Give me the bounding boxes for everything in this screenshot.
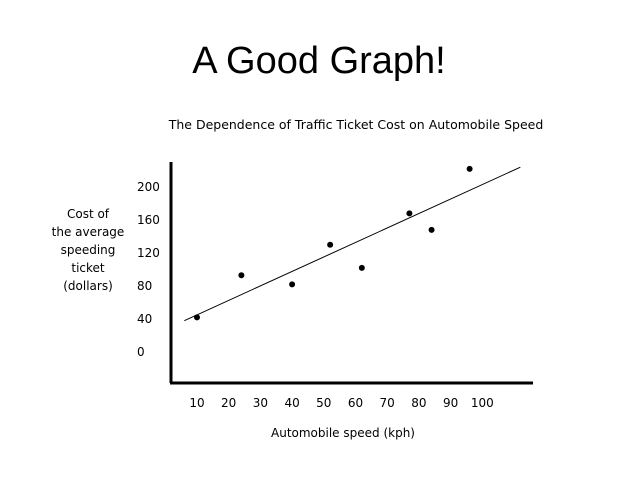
data-point [358,264,365,271]
x-tick-labels: 10 20 30 40 50 60 70 80 90 100 [189,396,493,410]
slide-title: A Good Graph! [192,40,446,82]
x-tick-label: 20 [221,396,236,410]
x-tick-label: 70 [380,396,395,410]
x-tick-label: 60 [348,396,363,410]
y-tick-label: 40 [137,312,152,326]
y-tick-label: 200 [137,180,160,194]
x-tick-label: 80 [411,396,426,410]
x-tick-label: 100 [471,396,494,410]
y-tick-label: 120 [137,246,160,260]
data-points [194,165,473,321]
x-tick-label: 10 [189,396,204,410]
chart-title: The Dependence of Traffic Ticket Cost on… [168,117,544,132]
y-tick-labels: 0 40 80 120 160 200 [137,180,160,359]
x-tick-label: 90 [443,396,458,410]
trend-line [184,166,521,322]
y-tick-label: 80 [137,279,152,293]
x-tick-label: 30 [253,396,268,410]
data-point [327,241,334,248]
data-point [466,165,473,172]
x-tick-label: 50 [316,396,331,410]
data-point [406,210,413,217]
x-tick-label: 40 [284,396,299,410]
y-tick-label: 160 [137,213,160,227]
data-point [289,281,296,288]
y-tick-label: 0 [137,345,145,359]
y-axis-label: Cost of the average speeding ticket (dol… [51,207,125,293]
data-point [428,226,435,233]
x-axis-label: Automobile speed (kph) [271,426,415,440]
data-point [194,314,200,321]
data-point [238,272,245,279]
